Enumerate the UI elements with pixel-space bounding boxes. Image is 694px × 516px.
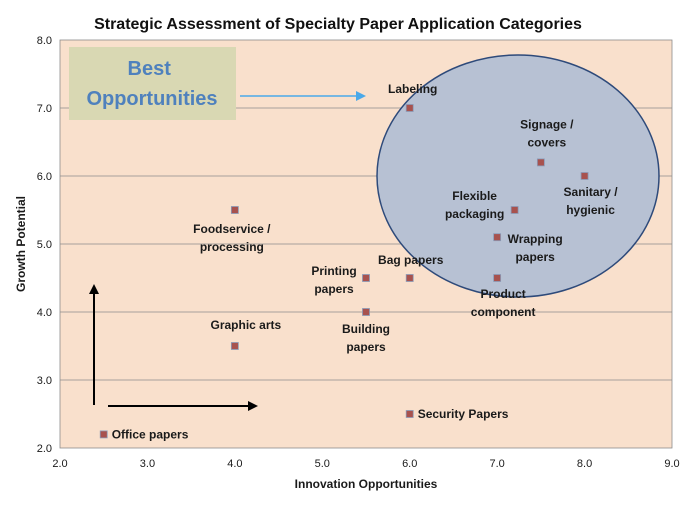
data-point-marker bbox=[580, 172, 589, 180]
y-tick-label: 7.0 bbox=[37, 103, 52, 115]
best-opportunities-ellipse bbox=[376, 54, 660, 298]
point-label-line: Bag papers bbox=[378, 253, 444, 267]
x-tick-label: 4.0 bbox=[227, 458, 242, 470]
y-tick-label: 2.0 bbox=[37, 443, 52, 455]
y-tick-label: 8.0 bbox=[37, 35, 52, 47]
point-label-line: packaging bbox=[445, 207, 504, 221]
point-label-line: hygienic bbox=[566, 203, 615, 217]
data-point-marker bbox=[230, 206, 239, 214]
x-tick-label: 2.0 bbox=[52, 458, 67, 470]
point-label-line: processing bbox=[200, 240, 264, 254]
data-point-marker bbox=[405, 410, 414, 418]
data-point-marker bbox=[493, 233, 502, 242]
data-point-marker bbox=[510, 206, 519, 214]
point-label: Office papers bbox=[112, 427, 189, 441]
x-tick-label: 5.0 bbox=[315, 458, 330, 470]
point-label: Bag papers bbox=[378, 253, 444, 267]
x-tick-label: 8.0 bbox=[577, 458, 592, 470]
tick-labels: 2.0 3.0 4.0 5.0 6.0 7.0 8.0 2.0 3.0 4.0 5.0 6.0 7.0 8… bbox=[37, 35, 680, 470]
point-label: Labeling bbox=[388, 82, 437, 96]
callout-line-2: Opportunities bbox=[86, 88, 217, 110]
point-label-line: papers bbox=[346, 340, 386, 354]
point-label-line: Wrapping bbox=[508, 232, 563, 246]
data-point-marker bbox=[493, 274, 502, 282]
point-label-line: covers bbox=[528, 135, 567, 149]
y-tick-label: 5.0 bbox=[37, 239, 52, 251]
y-tick-label: 4.0 bbox=[37, 307, 52, 319]
point-label: Product component bbox=[471, 287, 536, 319]
point-label-line: papers bbox=[314, 282, 354, 296]
data-point-marker bbox=[230, 342, 239, 350]
callout-line-1: Best bbox=[128, 58, 172, 80]
data-point-marker bbox=[362, 308, 370, 316]
point-label-line: Foodservice / bbox=[193, 222, 271, 236]
point-label-line: Printing bbox=[311, 264, 356, 278]
x-tick-label: 9.0 bbox=[664, 458, 679, 470]
data-point-marker bbox=[99, 430, 108, 439]
point-label: Sanitary / hygienic bbox=[564, 185, 619, 217]
point-label: Graphic arts bbox=[211, 318, 282, 332]
x-axis-title: Innovation Opportunities bbox=[295, 477, 438, 491]
point-label: Building papers bbox=[342, 322, 390, 354]
point-label-line: Building bbox=[342, 322, 390, 336]
data-points bbox=[99, 104, 589, 439]
x-tick-label: 6.0 bbox=[402, 458, 417, 470]
y-tick-label: 3.0 bbox=[37, 375, 52, 387]
point-label: Foodservice / processing bbox=[193, 222, 271, 254]
point-label-line: Graphic arts bbox=[211, 318, 282, 332]
point-label: Wrapping papers bbox=[508, 232, 563, 264]
point-label-line: Flexible bbox=[452, 189, 497, 203]
point-labels: Labeling Signage / covers Sanitary / hygieni… bbox=[112, 82, 619, 441]
point-label-line: Signage / bbox=[520, 117, 574, 131]
chart-title: Strategic Assessment of Specialty Paper … bbox=[94, 16, 582, 33]
data-point-marker bbox=[362, 274, 370, 282]
y-tick-label: 6.0 bbox=[37, 171, 52, 183]
point-label-line: component bbox=[471, 305, 536, 319]
point-label-line: Product bbox=[480, 287, 525, 301]
point-label-line: Security Papers bbox=[418, 407, 509, 421]
point-label-line: Office papers bbox=[112, 427, 189, 441]
x-tick-label: 3.0 bbox=[140, 458, 155, 470]
point-label: Flexible packaging bbox=[445, 189, 504, 221]
point-label: Signage / covers bbox=[520, 117, 574, 149]
y-axis-title: Growth Potential bbox=[14, 196, 28, 292]
point-label-line: Labeling bbox=[388, 82, 437, 96]
point-label-line: Sanitary / bbox=[564, 185, 619, 199]
x-tick-label: 7.0 bbox=[489, 458, 504, 470]
data-point-marker bbox=[536, 158, 545, 167]
data-point-marker bbox=[405, 104, 414, 112]
best-opportunities-callout-box bbox=[69, 47, 236, 120]
point-label: Security Papers bbox=[418, 407, 509, 421]
plot-frame bbox=[59, 39, 673, 449]
point-label-line: papers bbox=[515, 250, 555, 264]
point-label: Printing papers bbox=[311, 264, 356, 296]
data-point-marker bbox=[405, 274, 414, 282]
best-opportunities-callout-text: Best Opportunities bbox=[86, 58, 217, 110]
